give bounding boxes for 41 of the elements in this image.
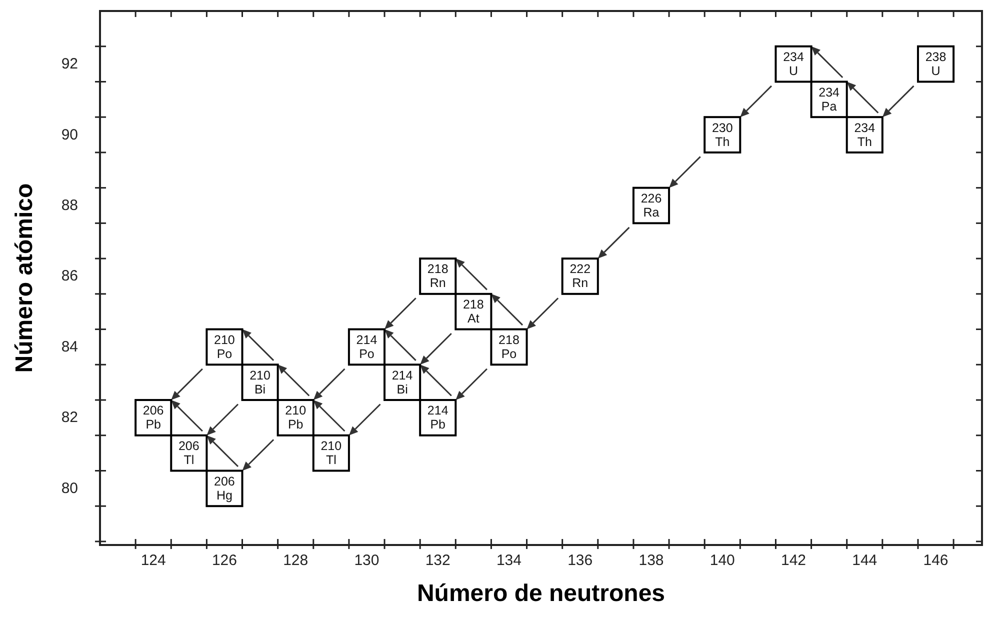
annotation: 222 Rn [570,262,591,290]
annotation: 206 Hg [214,474,235,502]
annotation: 214 Pb [427,404,448,432]
x-tick-label: 146 [923,552,948,569]
x-tick-label: 132 [425,552,450,569]
x-tick-label: 138 [638,552,664,569]
x-tick-label: 126 [212,552,237,569]
annotation: 218 Po [498,332,520,361]
y-tick-label: 88 [61,197,78,214]
annotation: 234 Th [854,120,876,149]
y-tick-label: 86 [61,268,78,285]
x-tick-label: 130 [354,552,380,569]
annotation: 234 Pa [818,85,840,114]
annotation: 206 Pb [142,404,164,432]
annotation: 230 Th [712,120,733,149]
annotation: 210 Tl [320,439,342,468]
x-tick-label: 144 [852,552,878,569]
y-tick-label: 80 [61,480,78,497]
annotation: 206 Tl [178,439,200,468]
annotation: 226 Ra [640,192,662,220]
y-tick-label: 90 [61,126,78,144]
y-axis-title: Número atómico [11,183,38,373]
x-tick-label: 136 [568,552,593,569]
y-tick-label: 92 [61,56,78,73]
annotation: 234 U [783,50,804,78]
annotation: 238 U [925,50,946,78]
x-axis-title: Número de neutrones [416,580,666,607]
annotation: 214 Po [356,332,378,361]
x-tick-label: 128 [283,552,308,569]
x-tick-label: 134 [496,552,522,569]
annotation: 214 Bi [392,368,413,396]
y-tick-label: 84 [61,338,78,356]
annotation: 218 At [463,298,484,326]
annotation: 210 Po [214,332,235,361]
x-tick-label: 142 [780,552,806,569]
y-tick-label: 82 [61,409,78,426]
annotation: 210 Bi [250,368,271,396]
x-tick-label: 140 [710,552,735,569]
annotation: 218 Rn [427,262,448,290]
annotation: 210 Pb [285,404,306,432]
x-tick-label: 124 [140,552,166,569]
